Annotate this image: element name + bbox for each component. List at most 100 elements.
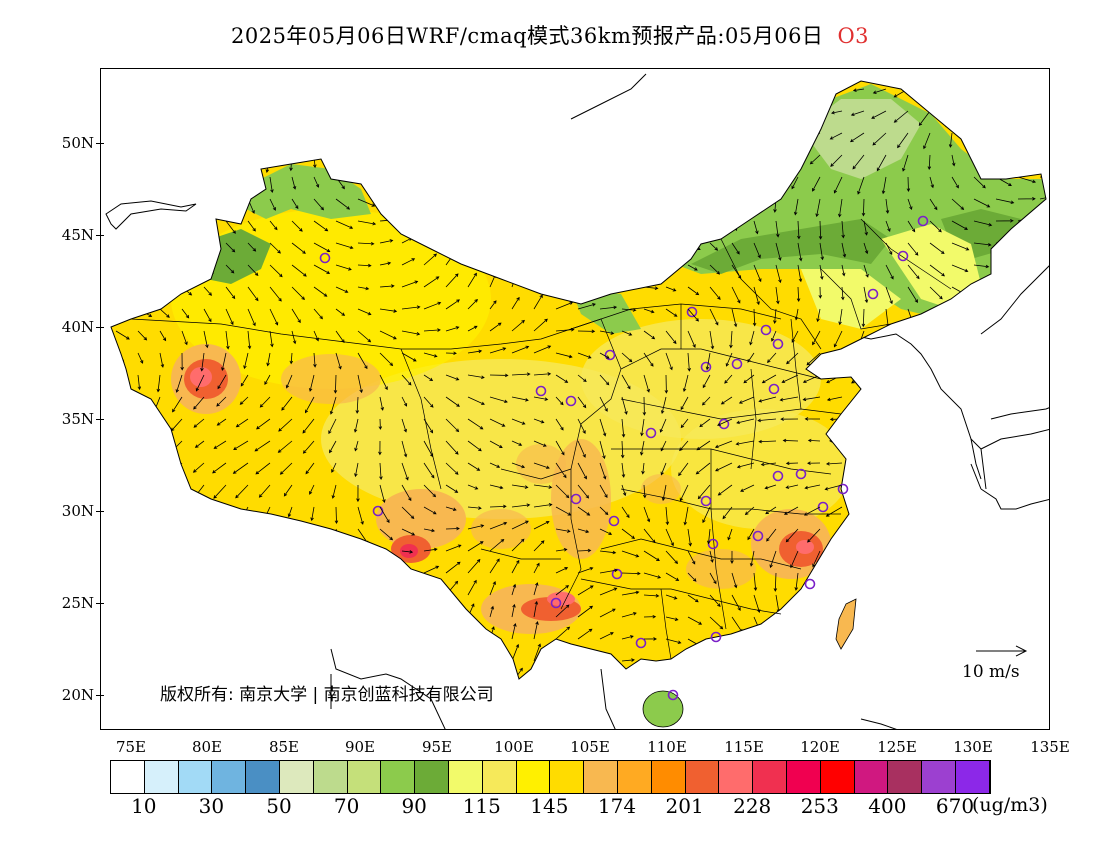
wind-arrow (335, 286, 349, 293)
lon-label: 130E (953, 738, 993, 756)
wind-arrow (302, 440, 315, 454)
wind-arrow (423, 301, 442, 310)
wind-arrow (256, 418, 271, 430)
wind-arrow (643, 572, 662, 579)
wind-arrow (665, 550, 679, 565)
wind-arrow (379, 462, 383, 481)
wind-arrow (233, 440, 249, 450)
wind-arrow (489, 185, 501, 200)
wind-arrow (378, 440, 382, 456)
wind-arrow (489, 347, 507, 354)
wind-arrow (279, 462, 293, 475)
wind-arrow (687, 528, 692, 547)
wind-arrow (642, 110, 647, 128)
wind-arrow (292, 705, 296, 721)
wind-arrow (753, 660, 758, 674)
wind-arrow (285, 374, 293, 389)
wind-arrow (1018, 682, 1034, 685)
wind-arrow (994, 462, 998, 479)
wind-arrow (577, 566, 594, 574)
wind-arrow (194, 440, 205, 448)
city-marker (608, 515, 620, 527)
wind-arrow (489, 203, 498, 222)
wind-arrow (807, 438, 821, 443)
wind-arrow (643, 176, 656, 186)
wind-arrow (181, 220, 197, 234)
wind-arrow (578, 704, 590, 707)
lat-label: 20N (38, 686, 104, 704)
wind-arrow (749, 176, 755, 192)
wind-arrow (577, 374, 587, 383)
wind-arrow (1039, 154, 1046, 164)
wind-arrow (949, 506, 954, 523)
wind-arrow (116, 683, 126, 687)
wind-arrow (401, 462, 409, 481)
wind-arrow (333, 374, 338, 394)
wind-arrow (1017, 528, 1032, 538)
wind-arrow (555, 651, 571, 662)
lat-label: 50N (38, 134, 104, 152)
wind-arrow (859, 705, 864, 716)
wind-arrow (702, 506, 711, 524)
wind-arrow (423, 253, 438, 266)
wind-arrow (511, 396, 529, 402)
wind-arrow (159, 154, 164, 168)
wind-arrow (885, 572, 890, 589)
colorbar-swatch (550, 761, 585, 793)
wind-arrow (379, 374, 388, 391)
wind-arrow (193, 418, 205, 428)
wind-arrow (222, 528, 227, 546)
wind-arrow (467, 506, 482, 510)
colorbar-swatch (617, 761, 652, 793)
wind-arrow (218, 132, 227, 147)
wind-arrow (665, 220, 684, 229)
colorbar-label: 228 (733, 794, 772, 818)
wind-arrow (789, 705, 798, 720)
wind-arrow (115, 374, 121, 387)
wind-arrow (907, 242, 919, 256)
wind-arrow (237, 88, 249, 96)
wind-arrow (445, 561, 461, 574)
wind-arrow (848, 440, 865, 445)
wind-arrow (973, 506, 979, 525)
wind-arrow (379, 612, 397, 618)
wind-arrow (824, 484, 843, 491)
wind-arrow (664, 374, 669, 394)
wind-arrow (378, 418, 383, 430)
wind-arrow (159, 264, 177, 273)
city-marker (570, 493, 582, 505)
city-marker (686, 306, 698, 318)
wind-arrow (665, 594, 678, 600)
city-marker (700, 495, 712, 507)
wind-arrow (720, 396, 733, 405)
wind-arrow (401, 396, 408, 407)
wind-arrow (752, 308, 757, 327)
wind-arrow (885, 242, 893, 255)
lon-label: 95E (421, 738, 453, 756)
city-marker (752, 530, 764, 542)
wind-arrow (159, 594, 176, 603)
wind-arrow (511, 538, 525, 552)
wind-arrow (225, 176, 230, 196)
wind-arrow (159, 550, 171, 567)
city-marker (897, 250, 909, 262)
wind-arrow (555, 88, 563, 99)
province-borders (130, 218, 952, 660)
wind-arrow (489, 558, 500, 574)
wind-arrow (599, 256, 617, 266)
wind-arrow (225, 638, 239, 653)
map-panel[interactable] (100, 68, 1050, 730)
wind-arrow (749, 550, 755, 567)
wind-arrow (599, 656, 612, 662)
wind-arrow (752, 683, 755, 695)
wind-arrow (863, 286, 869, 304)
wind-arrow (284, 132, 293, 150)
wind-arrow (280, 110, 293, 126)
wind-arrow (313, 242, 331, 253)
wind-arrow (511, 418, 526, 425)
wind-arrow (659, 418, 667, 433)
wind-arrow (599, 550, 617, 555)
wind-arrow (600, 705, 615, 710)
wind-arrow (731, 198, 737, 214)
wind-arrow (943, 440, 953, 455)
